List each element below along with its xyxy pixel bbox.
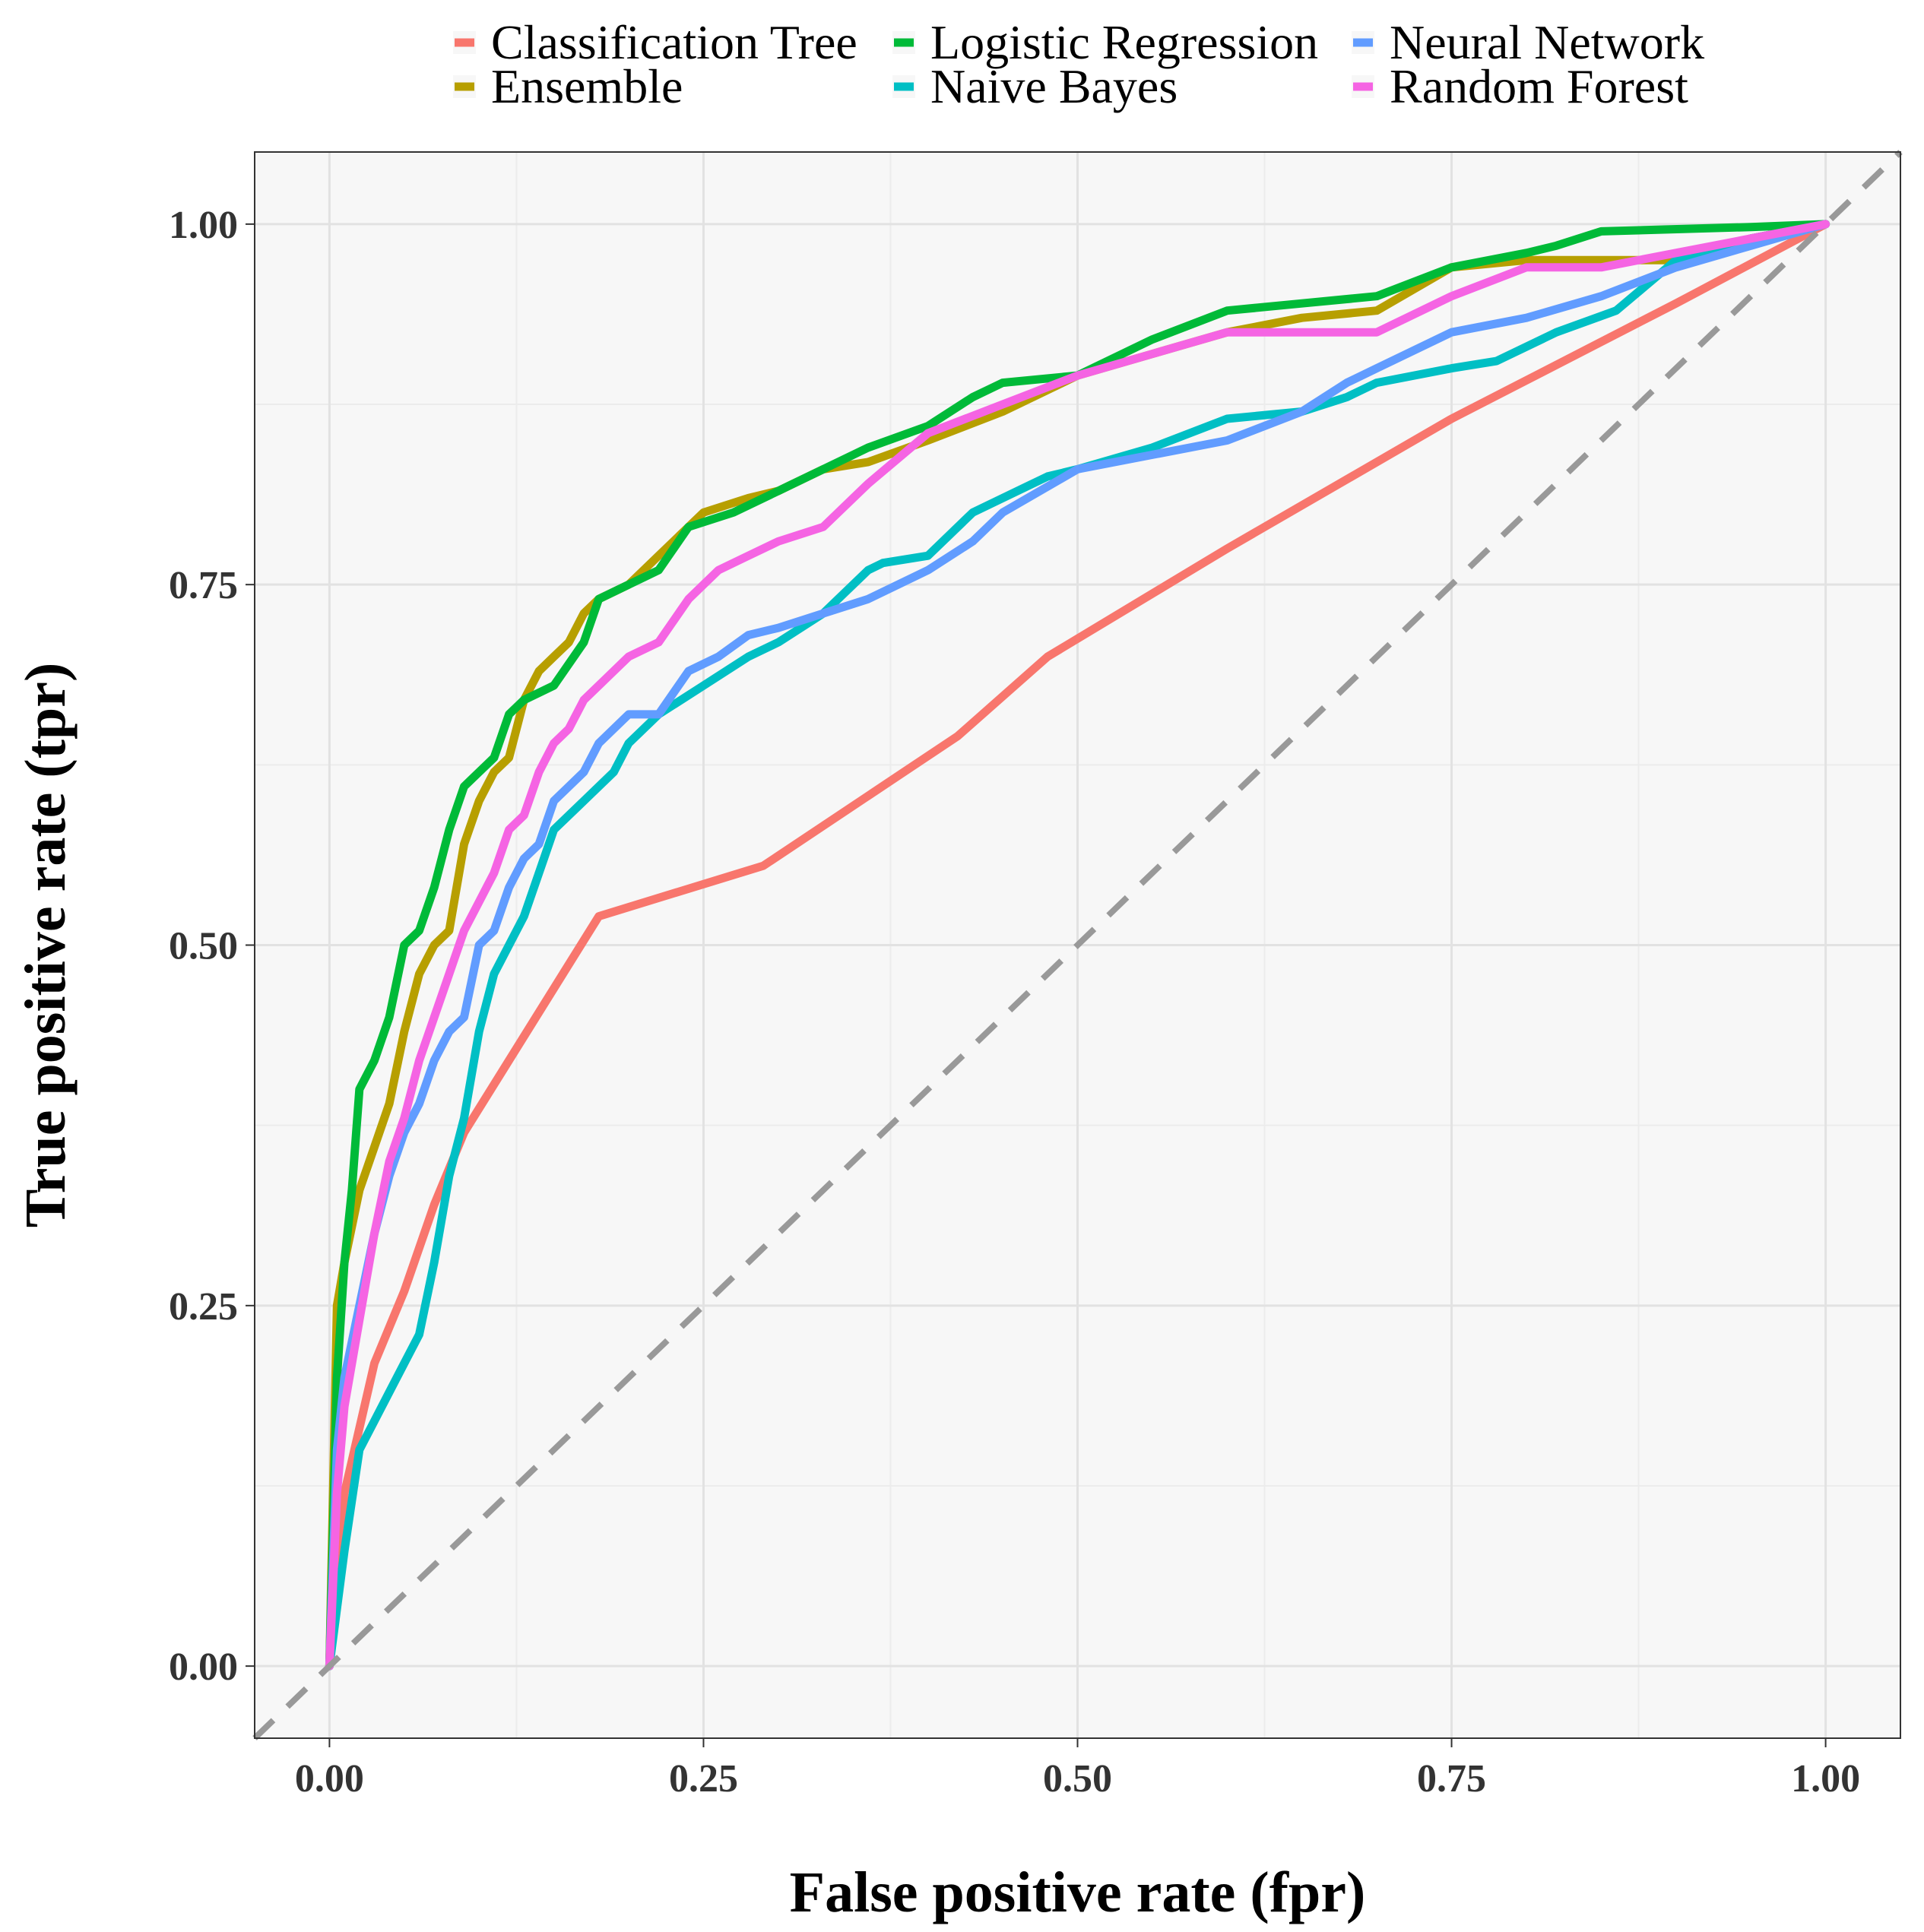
legend-label: Ensemble (491, 59, 683, 113)
legend-item-naive-bayes: Naive Bayes (892, 59, 1178, 113)
x-axis-ticks: 0.00 0.25 0.50 0.75 1.00 (295, 1738, 1860, 1801)
y-axis-ticks: 0.00 0.25 0.50 0.75 1.00 (169, 204, 255, 1689)
legend-item-classification-tree: Classification Tree (453, 15, 857, 69)
x-tick-label-0: 0.00 (295, 1757, 364, 1801)
x-tick-label-4: 1.00 (1791, 1757, 1860, 1801)
legend-item-logistic-regression: Logistic Regression (892, 15, 1318, 69)
y-tick-label-0: 0.00 (169, 1645, 238, 1689)
series-line-neural-network (325, 220, 1830, 1671)
chance-reference-line (252, 150, 1903, 1740)
legend-label: Logistic Regression (930, 15, 1318, 69)
legend-label: Naive Bayes (930, 59, 1178, 113)
y-tick-label-1: 0.25 (169, 1285, 238, 1329)
y-tick-label-2: 0.50 (169, 925, 238, 968)
legend-item-neural-network: Neural Network (1352, 15, 1704, 69)
y-tick-label-3: 0.75 (169, 564, 238, 607)
legend-item-ensemble: Ensemble (453, 59, 683, 113)
x-tick-label-3: 0.75 (1417, 1757, 1486, 1801)
legend-item-random-forest: Random Forest (1352, 59, 1688, 113)
series-line-classification-tree (325, 220, 1830, 1671)
x-axis-title: False positive rate (fpr) (790, 1861, 1366, 1924)
x-tick-label-1: 0.25 (669, 1757, 738, 1801)
legend-label: Neural Network (1390, 15, 1704, 69)
series-line-naive-bayes (325, 220, 1830, 1671)
x-tick-label-2: 0.50 (1043, 1757, 1112, 1801)
y-axis-title: True positive rate (tpr) (14, 663, 78, 1228)
series-line-random-forest (325, 220, 1830, 1671)
legend-label: Random Forest (1390, 59, 1688, 113)
legend-label: Classification Tree (491, 15, 857, 69)
series-line-logistic-regression (325, 220, 1830, 1671)
y-tick-label-4: 1.00 (169, 204, 238, 247)
series-lines (252, 150, 1903, 1740)
